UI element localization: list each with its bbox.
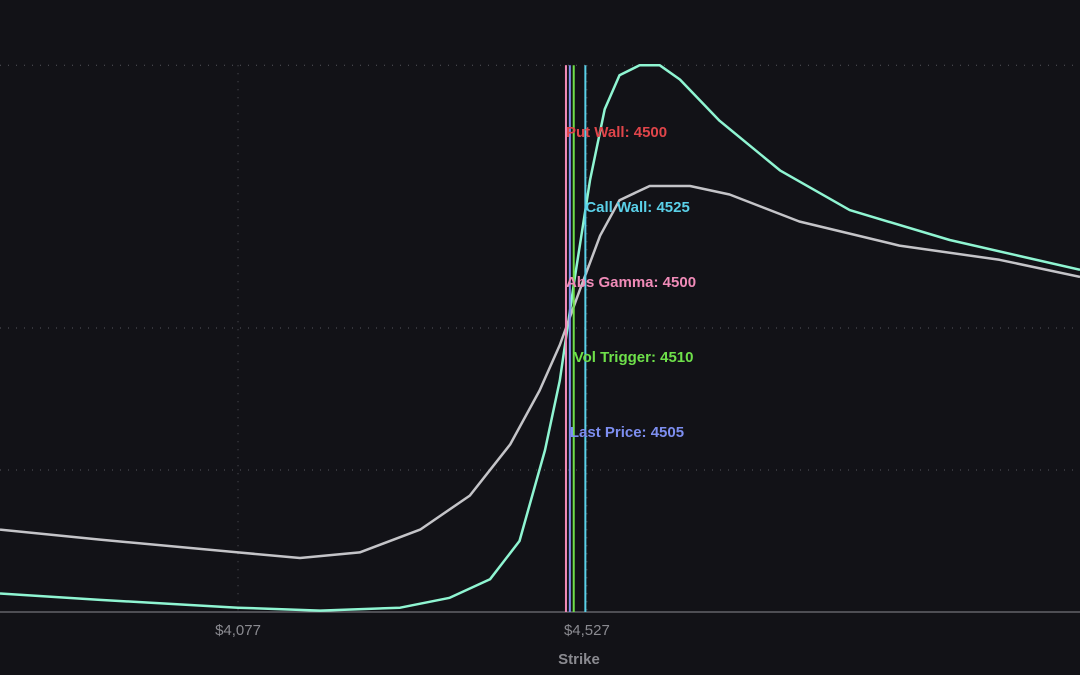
- x-tick-label: $4,077: [215, 622, 261, 639]
- series-line: [0, 64, 1080, 612]
- level-label: Call Wall: 4525: [585, 199, 690, 216]
- level-label: Abs Gamma: 4500: [566, 274, 696, 291]
- x-tick-label: $4,527: [564, 622, 610, 639]
- level-label: Last Price: 4505: [570, 424, 684, 441]
- x-axis-title: Strike: [558, 651, 600, 668]
- level-label: Put Wall: 4500: [566, 124, 667, 141]
- level-label: Vol Trigger: 4510: [574, 349, 694, 366]
